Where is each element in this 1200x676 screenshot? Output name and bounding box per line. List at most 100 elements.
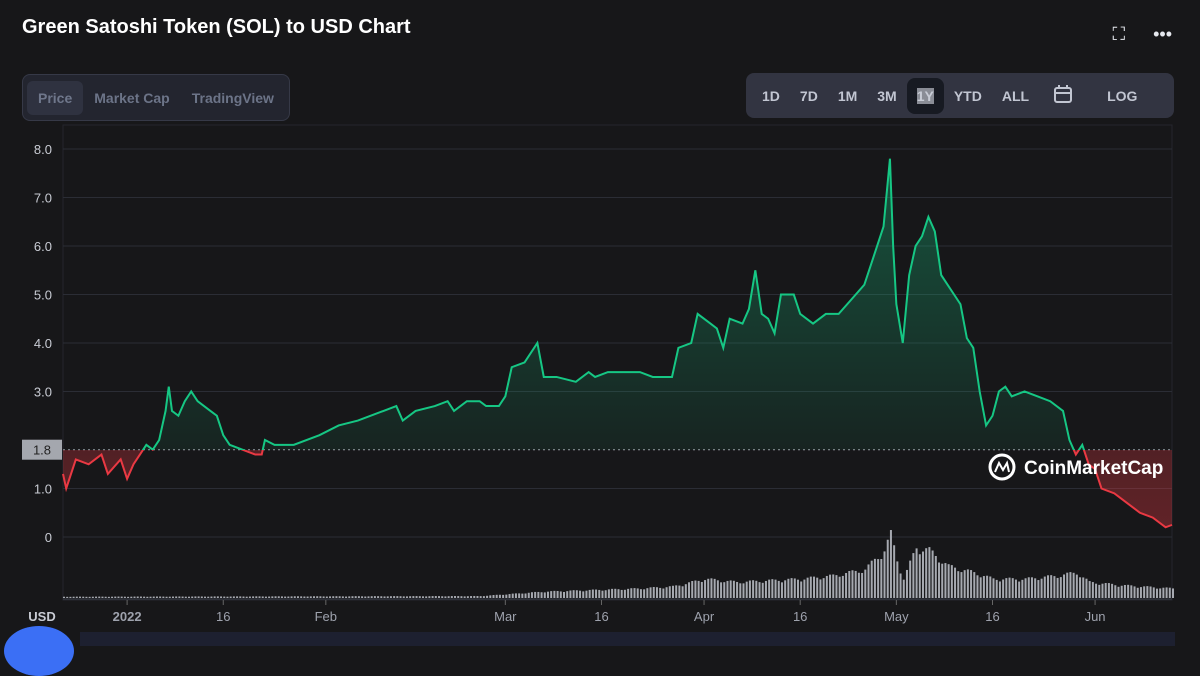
expand-icon[interactable]: ⛶ bbox=[1112, 24, 1126, 44]
page-title: Green Satoshi Token (SOL) to USD Chart bbox=[22, 16, 411, 38]
range-1y[interactable]: 1Y bbox=[906, 77, 944, 114]
volume-bar bbox=[425, 596, 428, 598]
volume-bar bbox=[236, 596, 239, 598]
volume-bar bbox=[521, 593, 524, 598]
volume-bar bbox=[774, 579, 777, 598]
volume-bar bbox=[540, 592, 543, 598]
volume-bar bbox=[492, 595, 495, 598]
volume-bar bbox=[1046, 575, 1049, 598]
volume-bar bbox=[290, 596, 293, 598]
volume-bar bbox=[976, 575, 979, 598]
volume-bar bbox=[396, 596, 399, 598]
volume-bar bbox=[986, 575, 989, 598]
volume-bar bbox=[883, 551, 886, 598]
volume-bar bbox=[530, 592, 533, 598]
volume-bar bbox=[524, 593, 527, 598]
volume-bar bbox=[367, 596, 370, 598]
y-tick-label: 1.0 bbox=[34, 482, 52, 497]
volume-bar bbox=[380, 596, 383, 598]
volume-bar bbox=[325, 596, 328, 598]
volume-bar bbox=[111, 596, 114, 598]
volume-bar bbox=[146, 596, 149, 598]
range-all[interactable]: ALL bbox=[1001, 87, 1030, 104]
volume-bar bbox=[232, 596, 235, 598]
volume-bar bbox=[242, 596, 245, 598]
volume-bar bbox=[117, 596, 120, 598]
range-3m[interactable]: 3M bbox=[877, 87, 897, 104]
volume-bar bbox=[998, 581, 1001, 598]
volume-bar bbox=[79, 596, 82, 598]
volume-bar bbox=[925, 548, 928, 598]
volume-bar bbox=[274, 596, 277, 598]
volume-bar bbox=[284, 596, 287, 598]
range-7d[interactable]: 7D bbox=[799, 87, 818, 104]
volume-bar bbox=[617, 589, 620, 598]
y-tick-label: 4.0 bbox=[34, 336, 52, 351]
price-chart[interactable]: 8.0 7.0 6.0 5.0 4.0 3.0 1.0 0 1.8 USD 2022 16 Feb Ma… bbox=[0, 0, 1200, 646]
volume-bar bbox=[864, 569, 867, 598]
volume-bar bbox=[1018, 581, 1021, 598]
volume-bar bbox=[947, 564, 950, 598]
volume-bar bbox=[194, 596, 197, 598]
more-icon[interactable]: ••• bbox=[1153, 24, 1172, 44]
volume-bar bbox=[226, 596, 229, 598]
y-tick-label: 0 bbox=[45, 530, 52, 545]
volume-bar bbox=[1127, 584, 1130, 598]
volume-bar bbox=[264, 596, 267, 598]
volume-bar bbox=[736, 581, 739, 598]
volume-bar bbox=[514, 593, 517, 598]
volume-bar bbox=[431, 596, 434, 598]
volume-bar bbox=[886, 539, 889, 598]
y-tick-label: 5.0 bbox=[34, 288, 52, 303]
volume-bar bbox=[479, 596, 482, 598]
log-toggle[interactable]: LOG bbox=[1107, 87, 1138, 104]
volume-bar bbox=[454, 596, 457, 598]
volume-bar bbox=[447, 596, 450, 598]
range-ytd[interactable]: YTD bbox=[953, 87, 982, 104]
range-navigator[interactable] bbox=[80, 632, 1175, 646]
volume-bar bbox=[646, 588, 649, 598]
volume-bar bbox=[854, 570, 857, 598]
volume-bar bbox=[245, 596, 248, 598]
volume-bar bbox=[710, 578, 713, 598]
volume-bar bbox=[748, 580, 751, 598]
volume-bar bbox=[303, 596, 306, 598]
volume-bar bbox=[149, 596, 152, 598]
volume-bar bbox=[258, 596, 261, 598]
volume-bar bbox=[348, 596, 351, 598]
volume-bar bbox=[569, 590, 572, 598]
volume-bar bbox=[694, 580, 697, 598]
volume-bar bbox=[508, 594, 511, 598]
volume-bar bbox=[188, 596, 191, 598]
volume-bar bbox=[787, 578, 790, 598]
volume-bar bbox=[383, 596, 386, 598]
volume-bar bbox=[989, 576, 992, 598]
calendar-icon[interactable] bbox=[1039, 76, 1087, 115]
volume-bar bbox=[543, 592, 546, 598]
volume-bar bbox=[649, 587, 652, 598]
volume-bar bbox=[931, 550, 934, 598]
volume-bar bbox=[684, 584, 687, 598]
volume-bar bbox=[697, 580, 700, 598]
volume-bar bbox=[463, 596, 466, 598]
volume-bar bbox=[889, 530, 892, 598]
volume-bar bbox=[370, 596, 373, 598]
volume-bar bbox=[495, 594, 498, 598]
tab-price[interactable]: Price bbox=[27, 80, 84, 115]
volume-bar bbox=[825, 575, 828, 598]
tab-market-cap[interactable]: Market Cap bbox=[94, 89, 170, 106]
range-1m[interactable]: 1M bbox=[837, 87, 858, 104]
tab-tradingview[interactable]: TradingView bbox=[191, 89, 274, 106]
volume-bar bbox=[1075, 574, 1078, 598]
volume-bar bbox=[143, 596, 146, 598]
watermark-text: CoinMarketCap bbox=[1024, 458, 1163, 479]
range-1d[interactable]: 1D bbox=[762, 87, 780, 104]
volume-bar bbox=[992, 578, 995, 598]
volume-bar bbox=[162, 596, 165, 598]
volume-bar bbox=[630, 588, 633, 598]
chat-button[interactable] bbox=[4, 626, 74, 676]
volume-bar bbox=[444, 596, 447, 598]
volume-bar bbox=[91, 596, 94, 598]
volume-bar bbox=[1063, 574, 1066, 598]
volume-bar bbox=[1085, 578, 1088, 598]
